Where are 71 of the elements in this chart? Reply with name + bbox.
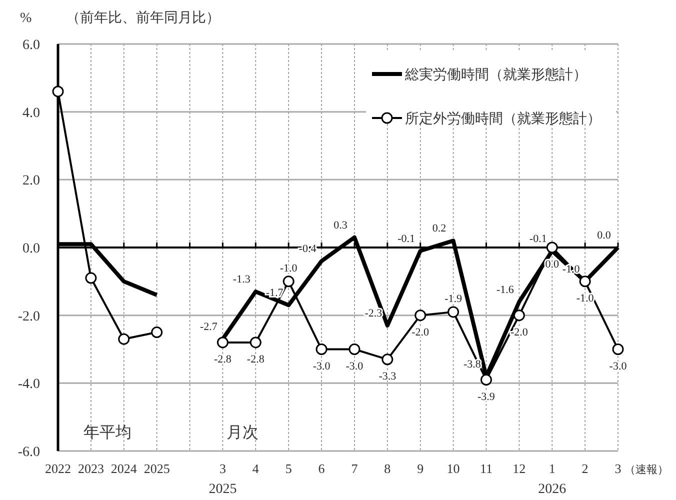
legend-label: 所定外労働時間（就業形態計） <box>405 111 601 127</box>
point <box>216 336 228 348</box>
x-tick-label: 5 <box>285 461 292 476</box>
x-tick-label: 2022 <box>45 461 71 476</box>
data-label: -3.0 <box>312 360 331 372</box>
data-label: -3.0 <box>346 360 364 372</box>
data-label: -0.1 <box>398 232 416 245</box>
data-label: -3.9 <box>478 390 496 403</box>
y-tick-label: 2.0 <box>22 174 40 189</box>
text: （速報） <box>624 463 669 476</box>
y-tick-label: -4.0 <box>18 377 40 392</box>
x-tick-label: 2023 <box>78 461 104 476</box>
point <box>151 326 163 338</box>
x-tick-label: 8 <box>384 461 391 476</box>
x-tick-label: 7 <box>351 461 358 476</box>
x-tick-label: 2025 <box>144 461 170 476</box>
data-label: -2.8 <box>214 353 232 366</box>
x-tick-label: 2024 <box>110 461 138 476</box>
y-tick-label: 4.0 <box>22 106 40 121</box>
data-label: 0.3 <box>334 219 348 232</box>
point <box>480 374 492 386</box>
y-tick-label: 6.0 <box>22 38 40 53</box>
y-tick-label: -6.0 <box>18 445 40 460</box>
text: 2026 <box>538 482 566 497</box>
data-label: 0.0 <box>545 258 560 270</box>
point <box>382 354 394 366</box>
data-label: -2.0 <box>510 326 528 338</box>
point <box>414 310 426 322</box>
x-tick-label: 10 <box>446 461 460 476</box>
data-label: -2.7 <box>200 321 218 334</box>
y-tick-label: -2.0 <box>18 309 40 324</box>
point <box>546 242 558 254</box>
chart-subtitle: （前年比、前年同月比） <box>66 10 220 26</box>
legend-label: 総実労働時間（就業形態計） <box>404 67 587 83</box>
data-label: 0.0 <box>597 230 612 242</box>
x-tick-label: 9 <box>417 461 424 476</box>
data-label: -1.0 <box>280 262 298 274</box>
x-tick-label: 1 <box>548 461 556 476</box>
data-label: -2.0 <box>412 326 430 338</box>
point <box>448 306 460 318</box>
x-tick-label: 12 <box>512 461 526 476</box>
x-tick-label: 2 <box>582 461 588 476</box>
point <box>612 344 624 355</box>
x-tick-label: 4 <box>252 461 260 476</box>
point <box>513 310 525 322</box>
annotation: 月次 <box>226 424 258 442</box>
data-label: -1.0 <box>576 292 594 304</box>
data-label: -1.3 <box>232 274 251 286</box>
point <box>282 276 294 288</box>
data-label: 0.2 <box>432 222 446 235</box>
x-tick-label: 3 <box>614 461 622 476</box>
point <box>348 344 360 355</box>
y-tick-label: 0.0 <box>22 242 40 256</box>
data-label: -1.9 <box>444 292 462 305</box>
data-label: -2.8 <box>246 353 265 366</box>
data-label: -1.6 <box>496 284 514 296</box>
x-tick-label: 11 <box>480 461 492 476</box>
x-tick-label: 6 <box>318 461 326 476</box>
point <box>52 86 64 98</box>
data-label: -3.0 <box>609 360 628 372</box>
text: 2025 <box>208 482 237 497</box>
data-label: -0.1 <box>529 232 547 245</box>
point <box>316 344 328 355</box>
data-label: -3.3 <box>378 370 397 382</box>
point <box>579 276 591 288</box>
point <box>118 333 130 345</box>
x-tick-label: 3 <box>219 461 226 476</box>
annotation: 年平均 <box>83 424 132 442</box>
point <box>85 272 97 284</box>
y-axis-title: % <box>20 11 32 26</box>
point <box>250 336 262 348</box>
